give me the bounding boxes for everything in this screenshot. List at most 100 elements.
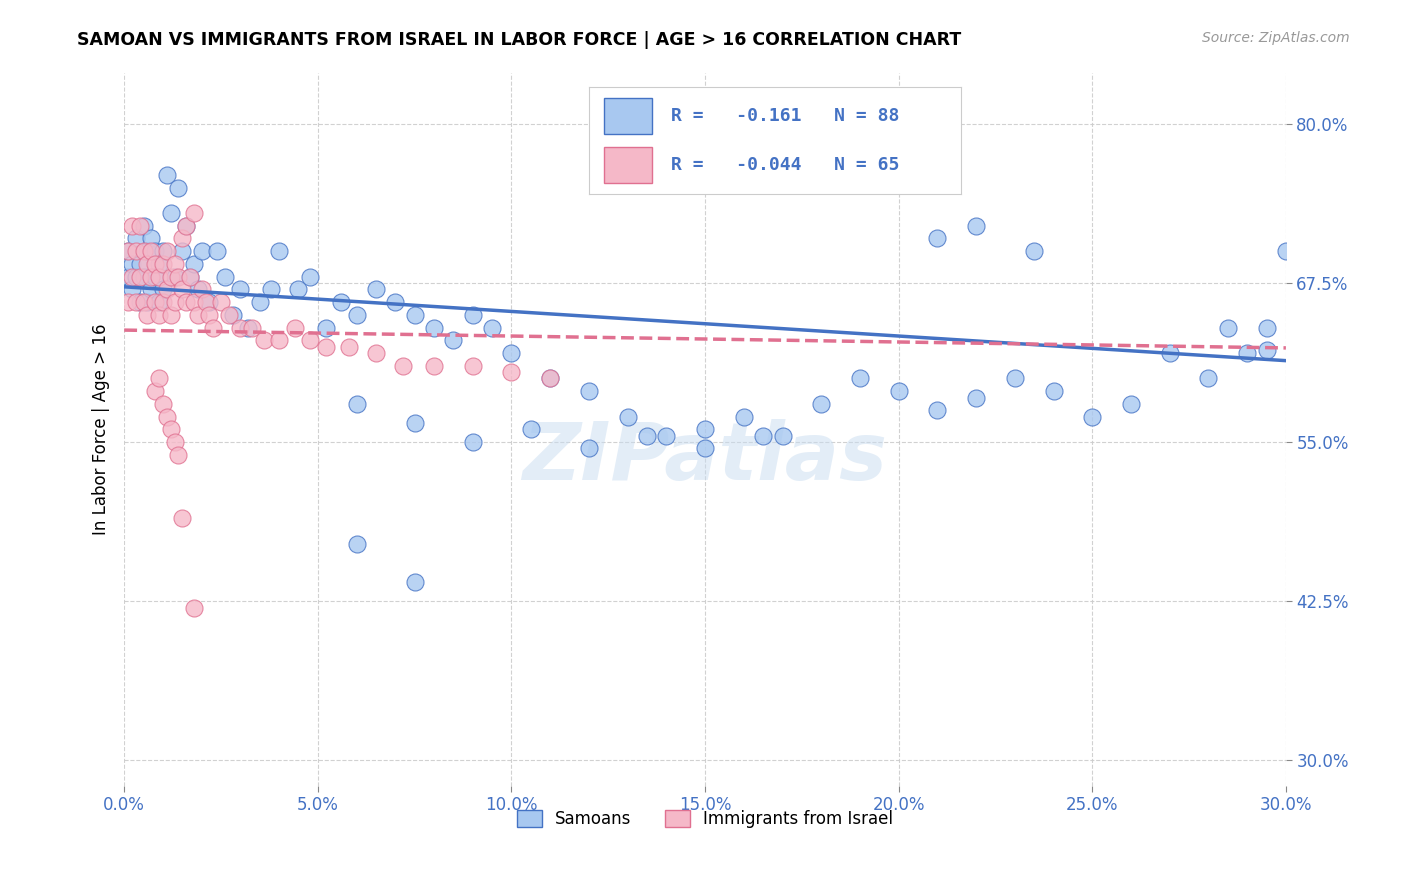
Point [117,244,139,259]
Point [163,257,186,271]
Text: ZIPatlas: ZIPatlas [523,419,887,497]
Point [156,409,179,424]
Point [152,257,174,271]
Point [183,257,205,271]
Point [693,442,716,456]
Point [578,442,600,456]
Point [172,511,194,525]
Point [269,244,291,259]
Point [1216,320,1239,334]
Point [269,333,291,347]
Point [128,219,150,233]
Point [194,295,217,310]
Point [214,269,236,284]
Point [538,371,561,385]
Point [1119,397,1142,411]
Point [423,320,446,334]
Point [159,308,181,322]
Point [152,295,174,310]
Point [655,429,678,443]
Point [330,295,353,310]
Point [1042,384,1064,399]
Point [174,295,197,310]
Point [927,231,949,245]
Point [1159,346,1181,360]
Point [132,295,155,310]
Point [143,257,166,271]
Point [167,448,190,462]
Point [128,257,150,271]
Point [179,269,201,284]
Point [148,295,170,310]
Point [209,295,232,310]
Point [152,397,174,411]
Point [287,282,309,296]
Point [616,409,638,424]
Point [229,320,252,334]
Point [198,308,221,322]
Point [179,269,201,284]
Point [1256,343,1278,358]
Point [136,257,159,271]
Point [364,346,387,360]
Point [174,219,197,233]
Point [337,340,360,354]
Point [299,333,322,347]
Point [849,371,872,385]
Point [128,269,150,284]
Point [143,384,166,399]
Point [183,600,205,615]
Legend: Samoans, Immigrants from Israel: Samoans, Immigrants from Israel [510,803,900,835]
Point [1198,371,1220,385]
Point [392,359,415,373]
Point [520,422,543,436]
Point [143,269,166,284]
Point [205,244,228,259]
Point [136,295,159,310]
Point [143,244,166,259]
Point [125,244,148,259]
Point [156,282,179,296]
Point [772,429,794,443]
Point [461,435,484,450]
Point [636,429,658,443]
Y-axis label: In Labor Force | Age > 16: In Labor Force | Age > 16 [93,324,110,535]
Point [143,295,166,310]
Point [260,282,283,296]
Point [229,282,252,296]
Point [810,397,832,411]
Point [136,244,159,259]
Point [364,282,387,296]
Point [121,269,143,284]
Point [172,231,194,245]
Point [236,320,259,334]
Point [187,308,209,322]
Point [183,206,205,220]
Point [1081,409,1104,424]
Point [190,282,212,296]
Point [187,282,209,296]
Point [141,231,163,245]
Point [125,295,148,310]
Point [163,295,186,310]
Point [1236,346,1258,360]
Point [190,244,212,259]
Point [198,295,221,310]
Point [1256,320,1278,334]
Point [404,416,426,430]
Point [132,244,155,259]
Point [121,257,143,271]
Point [167,180,190,194]
Point [121,219,143,233]
Point [183,295,205,310]
Point [163,269,186,284]
Point [156,244,179,259]
Point [315,320,337,334]
Point [152,282,174,296]
Point [117,244,139,259]
Point [172,282,194,296]
Point [1024,244,1046,259]
Point [252,333,274,347]
Point [136,308,159,322]
Point [218,308,240,322]
